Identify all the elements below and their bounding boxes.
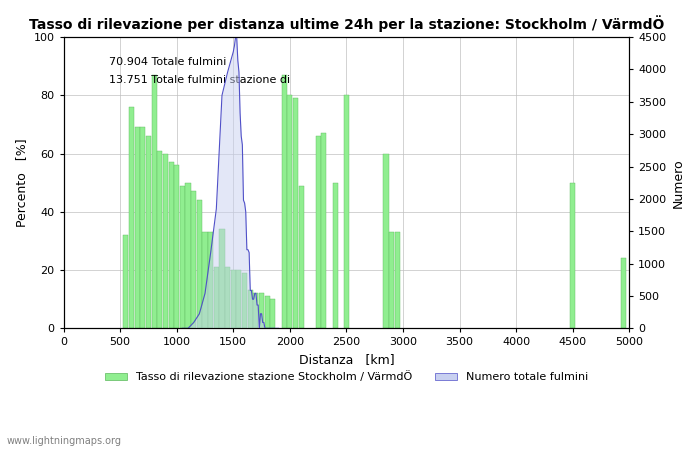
Bar (384, 153, 388, 328)
Y-axis label: Percento   [%]: Percento [%] (15, 139, 28, 227)
Bar (344, 95, 349, 328)
Bar (231, 270, 236, 328)
X-axis label: Distanza   [km]: Distanza [km] (299, 353, 394, 366)
Bar (281, 75, 287, 328)
Bar (259, 293, 264, 328)
Legend: Tasso di rilevazione stazione Stockholm / VärmdÖ, Numero totale fulmini: Tasso di rilevazione stazione Stockholm … (101, 367, 592, 387)
Bar (270, 299, 275, 328)
Bar (202, 232, 208, 328)
Bar (186, 183, 190, 328)
Bar (293, 98, 298, 328)
Bar (570, 183, 575, 328)
Bar (332, 183, 337, 328)
Bar (242, 273, 247, 328)
Bar (158, 151, 162, 328)
Bar (180, 186, 185, 328)
Bar (152, 75, 157, 328)
Bar (395, 232, 400, 328)
Bar (225, 267, 230, 328)
Bar (287, 95, 293, 328)
Title: Tasso di rilevazione per distanza ultime 24h per la stazione: Stockholm / VärmdÖ: Tasso di rilevazione per distanza ultime… (29, 15, 664, 32)
Text: 13.751 Totale fulmini stazione di: 13.751 Totale fulmini stazione di (108, 75, 290, 85)
Y-axis label: Numero: Numero (672, 158, 685, 207)
Bar (146, 136, 151, 328)
Bar (140, 127, 146, 328)
Bar (237, 270, 242, 328)
Bar (214, 267, 219, 328)
Bar (123, 235, 128, 328)
Bar (316, 136, 321, 328)
Bar (299, 186, 304, 328)
Bar (389, 232, 394, 328)
Bar (253, 293, 258, 328)
Bar (219, 230, 225, 328)
Bar (134, 127, 140, 328)
Bar (321, 133, 326, 328)
Bar (163, 153, 168, 328)
Bar (129, 107, 134, 328)
Bar (191, 191, 196, 328)
Text: www.lightningmaps.org: www.lightningmaps.org (7, 436, 122, 446)
Text: 70.904 Totale fulmini: 70.904 Totale fulmini (108, 58, 226, 68)
Bar (169, 162, 174, 328)
Bar (174, 165, 179, 328)
Bar (265, 296, 270, 328)
Bar (208, 232, 213, 328)
Bar (621, 258, 626, 328)
Bar (248, 290, 253, 328)
Bar (197, 200, 202, 328)
